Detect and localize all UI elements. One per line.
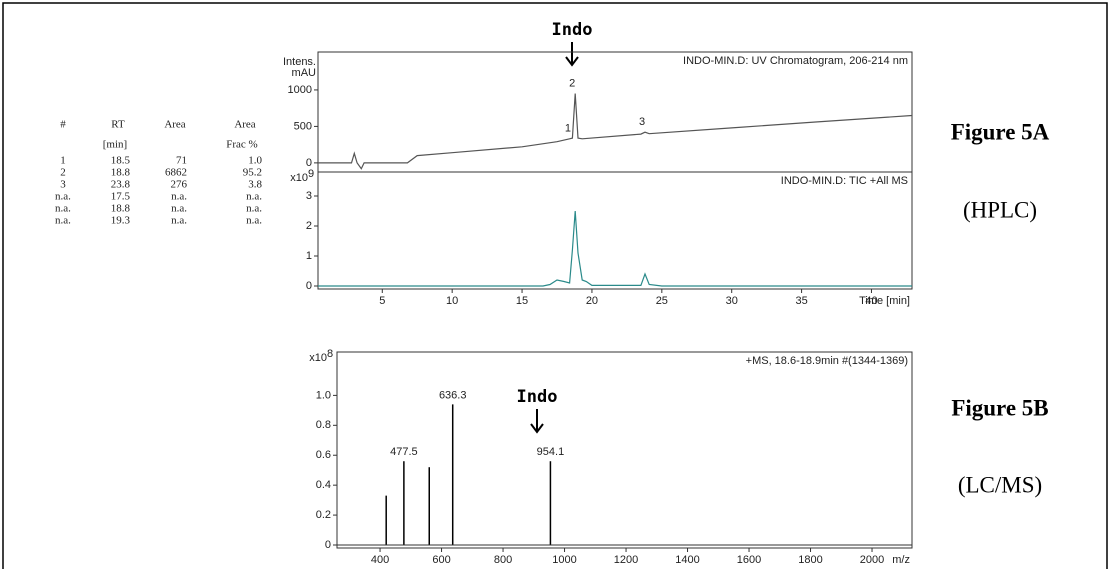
x-tick-label: 25 (656, 295, 668, 307)
chart-title: INDO-MIN.D: TIC +All MS (781, 175, 908, 187)
exponent: 9 (308, 168, 314, 180)
x-tick-label: 1000 (552, 554, 576, 566)
y-tick-label: 0 (306, 280, 312, 292)
y-tick-label: 0.6 (316, 449, 331, 461)
x-tick-label: 1800 (798, 554, 822, 566)
plot-frame (317, 51, 913, 173)
y-tick-label: 0.8 (316, 419, 331, 431)
y-axis-label-base: x10 (309, 352, 327, 364)
table-cell: 17.5 (111, 191, 131, 203)
table-cell: 18.8 (111, 203, 131, 215)
column-unit: [min] (103, 139, 127, 151)
peak-label: 1 (565, 122, 571, 134)
x-axis-label: m/z (892, 554, 910, 566)
y-axis-label-exponent: 8 (327, 348, 333, 360)
table-cell: n.a. (55, 203, 71, 215)
y-tick-label: 0.4 (316, 479, 331, 491)
y-axis-label: x10 (309, 352, 327, 364)
x-tick-label: 1600 (737, 554, 761, 566)
column-header: # (60, 119, 66, 131)
x-tick-label: 40 (865, 295, 877, 307)
x-tick-label: 30 (726, 295, 738, 307)
trace (318, 210, 912, 287)
table-cell: 3.8 (248, 179, 262, 191)
table-cell: 71 (176, 155, 187, 167)
peak-label: 2 (569, 77, 575, 89)
x-tick-label: 400 (371, 554, 389, 566)
y-axis-label-base: x10 (290, 172, 308, 184)
peak-label: 477.5 (390, 446, 418, 458)
table-cell: n.a. (246, 191, 262, 203)
y-tick-label: 0.2 (316, 509, 331, 521)
x-tick-label: 15 (516, 295, 528, 307)
arrow (565, 42, 579, 67)
table-cell: 1 (60, 155, 66, 167)
table-cell: n.a. (246, 203, 262, 215)
table-cell: 276 (171, 179, 188, 191)
y-tick-label: 500 (294, 120, 312, 132)
x-tick-label: 35 (795, 295, 807, 307)
peak-label: 636.3 (439, 389, 467, 401)
x-tick-label: 800 (494, 554, 512, 566)
table-cell: 6862 (165, 167, 187, 179)
exponent: 8 (327, 348, 333, 360)
table-cell: 18.8 (111, 167, 131, 179)
column-header: RT (111, 119, 125, 131)
peak-label: 954.1 (537, 446, 565, 458)
x-tick-label: 1200 (614, 554, 638, 566)
table-cell: n.a. (171, 215, 187, 227)
table-cell: n.a. (171, 191, 187, 203)
table-cell: 3 (60, 179, 66, 191)
x-tick-label: 2000 (860, 554, 884, 566)
x-tick-label: 20 (586, 295, 598, 307)
y-axis-label: x10 (290, 172, 308, 184)
plot-frame (336, 351, 913, 549)
column-header: Area (164, 119, 185, 131)
x-axis-label: Time [min] (859, 295, 910, 307)
figure-sublabel: (LC/MS) (958, 472, 1042, 497)
x-tick-label: 10 (446, 295, 458, 307)
table-cell: n.a. (171, 203, 187, 215)
plot-frame (317, 171, 913, 290)
table-cell: 2 (60, 167, 66, 179)
table-cell: 1.0 (248, 155, 262, 167)
table-cell: n.a. (55, 215, 71, 227)
y-tick-label: 1.0 (316, 389, 331, 401)
table-cell: 18.5 (111, 155, 131, 167)
y-tick-label: 0 (306, 157, 312, 169)
y-tick-label: 1 (306, 250, 312, 262)
x-tick-label: 5 (379, 295, 385, 307)
peak-label: 3 (639, 116, 645, 128)
chart-title: +MS, 18.6-18.9min #(1344-1369) (746, 355, 908, 367)
table-cell: n.a. (55, 191, 71, 203)
y-axis-label-exponent: 9 (308, 168, 314, 180)
x-tick-label: 600 (432, 554, 450, 566)
table-cell: n.a. (246, 215, 262, 227)
y-axis-label: mAU (292, 67, 317, 79)
figure-sublabel: (HPLC) (963, 197, 1037, 222)
figure-label: Figure 5A (951, 119, 1050, 144)
indo-label: Indo (517, 387, 558, 407)
table-cell: 23.8 (111, 179, 131, 191)
chart-title: INDO-MIN.D: UV Chromatogram, 206-214 nm (683, 55, 908, 67)
column-header: Area (234, 119, 255, 131)
table-cell: 19.3 (111, 215, 131, 227)
y-tick-label: 3 (306, 190, 312, 202)
arrow (530, 409, 544, 434)
table-cell: 95.2 (243, 167, 262, 179)
y-tick-label: 2 (306, 220, 312, 232)
y-tick-label: 1000 (288, 84, 312, 96)
column-unit: Frac % (226, 139, 257, 151)
x-tick-label: 1400 (675, 554, 699, 566)
y-tick-label: 0 (325, 539, 331, 551)
indo-label: Indo (552, 20, 593, 40)
y-axis-label: Intens. (283, 56, 316, 68)
figure-label: Figure 5B (951, 395, 1048, 420)
trace (318, 93, 913, 170)
